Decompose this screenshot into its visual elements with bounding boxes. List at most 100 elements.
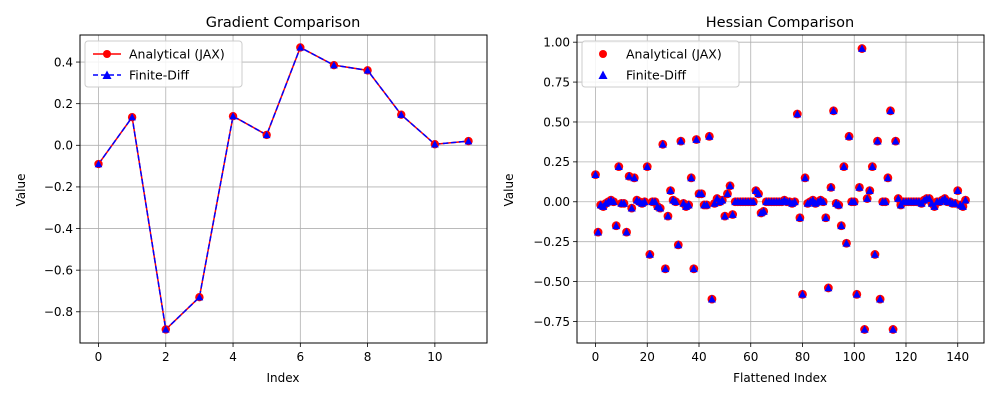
- data-point-finite-diff: [612, 221, 621, 230]
- y-axis-label: Value: [14, 174, 28, 207]
- data-point-finite-diff: [702, 200, 711, 209]
- x-axis-label: Index: [266, 371, 299, 385]
- data-point-finite-diff: [643, 162, 652, 171]
- data-point-finite-diff: [464, 137, 473, 145]
- data-markers: [591, 44, 970, 334]
- data-point-finite-diff: [886, 106, 895, 115]
- data-point-finite-diff: [94, 160, 103, 168]
- x-tick-label: 6: [296, 350, 304, 364]
- data-point-finite-diff: [953, 186, 962, 194]
- data-point-finite-diff: [229, 112, 237, 120]
- data-point-finite-diff: [850, 197, 859, 206]
- data-point-finite-diff: [863, 194, 872, 202]
- data-point-finite-diff: [687, 173, 696, 182]
- x-tick-label: 40: [691, 350, 706, 364]
- legend-box: [581, 40, 740, 88]
- data-point-finite-diff: [873, 136, 882, 145]
- data-point-finite-diff: [858, 44, 866, 52]
- data-point-finite-diff: [720, 211, 729, 220]
- data-point-finite-diff: [728, 210, 737, 218]
- data-point-finite-diff: [889, 325, 898, 333]
- y-tick-label: 0.75: [543, 75, 570, 89]
- data-point-finite-diff: [821, 213, 830, 222]
- x-tick-label: 0: [592, 350, 600, 364]
- data-point-finite-diff: [883, 173, 892, 182]
- x-tick-label: 0: [95, 350, 103, 364]
- legend-box: [84, 40, 243, 88]
- data-point-finite-diff: [801, 173, 810, 182]
- data-point-finite-diff: [645, 250, 654, 258]
- data-point-finite-diff: [759, 207, 768, 215]
- data-point-finite-diff: [868, 162, 877, 171]
- x-axis-ticks: 0 20 40 60 80 100 120 140: [592, 343, 969, 364]
- chart-title: Gradient Comparison: [206, 15, 361, 31]
- data-markers: [94, 43, 473, 334]
- data-point-finite-diff: [726, 181, 735, 190]
- data-point-finite-diff: [663, 211, 672, 220]
- data-point-finite-diff: [619, 199, 628, 207]
- data-point-finite-diff: [881, 197, 890, 206]
- y-tick-label: −0.2: [44, 180, 73, 194]
- data-point-finite-diff: [790, 197, 799, 206]
- y-axis-ticks: −0.8 −0.6 −0.4 −0.2 0.0 0.2 0.4: [44, 55, 80, 319]
- x-tick-label: 10: [427, 350, 442, 364]
- data-point-finite-diff: [749, 197, 758, 206]
- data-point-finite-diff: [656, 203, 665, 212]
- data-point-finite-diff: [894, 194, 903, 202]
- legend-marker-analytical: [599, 50, 607, 58]
- data-point-finite-diff: [826, 183, 835, 191]
- data-point-finite-diff: [829, 106, 838, 115]
- x-tick-label: 80: [795, 350, 810, 364]
- data-point-finite-diff: [754, 189, 763, 198]
- data-point-finite-diff: [891, 136, 900, 145]
- data-point-finite-diff: [834, 200, 843, 209]
- data-point-finite-diff: [852, 290, 861, 298]
- y-tick-label: 0.0: [54, 139, 73, 153]
- gradient-comparison-chart: Gradient Comparison 0 2 4 6 8 10 −0.8 −0.6 −0.4…: [14, 15, 488, 385]
- data-point-finite-diff: [671, 197, 680, 206]
- data-point-finite-diff: [661, 264, 670, 273]
- data-point-finite-diff: [651, 197, 660, 206]
- plot-frame: [576, 34, 985, 344]
- grid-lines: [80, 35, 487, 343]
- x-tick-label: 140: [946, 350, 969, 364]
- y-tick-label: −0.25: [533, 235, 570, 249]
- data-point-finite-diff: [161, 325, 170, 333]
- data-point-finite-diff: [837, 221, 846, 230]
- data-point-finite-diff: [839, 162, 848, 171]
- y-tick-label: 0.2: [54, 97, 73, 111]
- y-tick-label: −0.4: [44, 222, 73, 236]
- data-point-finite-diff: [622, 227, 631, 236]
- y-tick-label: −0.50: [533, 275, 570, 289]
- x-axis-label: Flattened Index: [733, 371, 827, 385]
- grid-lines: [577, 35, 984, 343]
- data-point-finite-diff: [627, 203, 636, 212]
- data-point-finite-diff: [640, 197, 649, 206]
- data-point-finite-diff: [676, 136, 685, 145]
- y-tick-label: 0.4: [54, 55, 73, 69]
- data-point-finite-diff: [824, 283, 833, 292]
- legend-label-analytical: Analytical (JAX): [626, 47, 722, 62]
- y-tick-label: −0.6: [44, 263, 73, 277]
- data-point-finite-diff: [876, 294, 885, 303]
- data-point-finite-diff: [330, 61, 338, 69]
- data-point-finite-diff: [697, 189, 706, 198]
- legend: Analytical (JAX) Finite-Diff: [84, 40, 243, 88]
- data-point-finite-diff: [128, 113, 136, 121]
- data-point-finite-diff: [666, 186, 675, 194]
- y-tick-label: 0.50: [543, 115, 570, 129]
- data-point-finite-diff: [707, 294, 716, 303]
- data-point-finite-diff: [842, 239, 851, 247]
- legend: Analytical (JAX) Finite-Diff: [581, 40, 740, 88]
- data-point-finite-diff: [630, 173, 639, 182]
- data-point-finite-diff: [718, 195, 727, 204]
- y-tick-label: −0.8: [44, 305, 73, 319]
- data-point-finite-diff: [860, 325, 869, 333]
- data-point-finite-diff: [614, 162, 623, 171]
- data-point-finite-diff: [431, 140, 439, 148]
- data-point-finite-diff: [870, 250, 879, 258]
- data-point-finite-diff: [793, 109, 802, 118]
- y-tick-label: 0.00: [543, 195, 570, 209]
- data-point-finite-diff: [798, 290, 807, 298]
- legend-label-analytical: Analytical (JAX): [129, 47, 225, 62]
